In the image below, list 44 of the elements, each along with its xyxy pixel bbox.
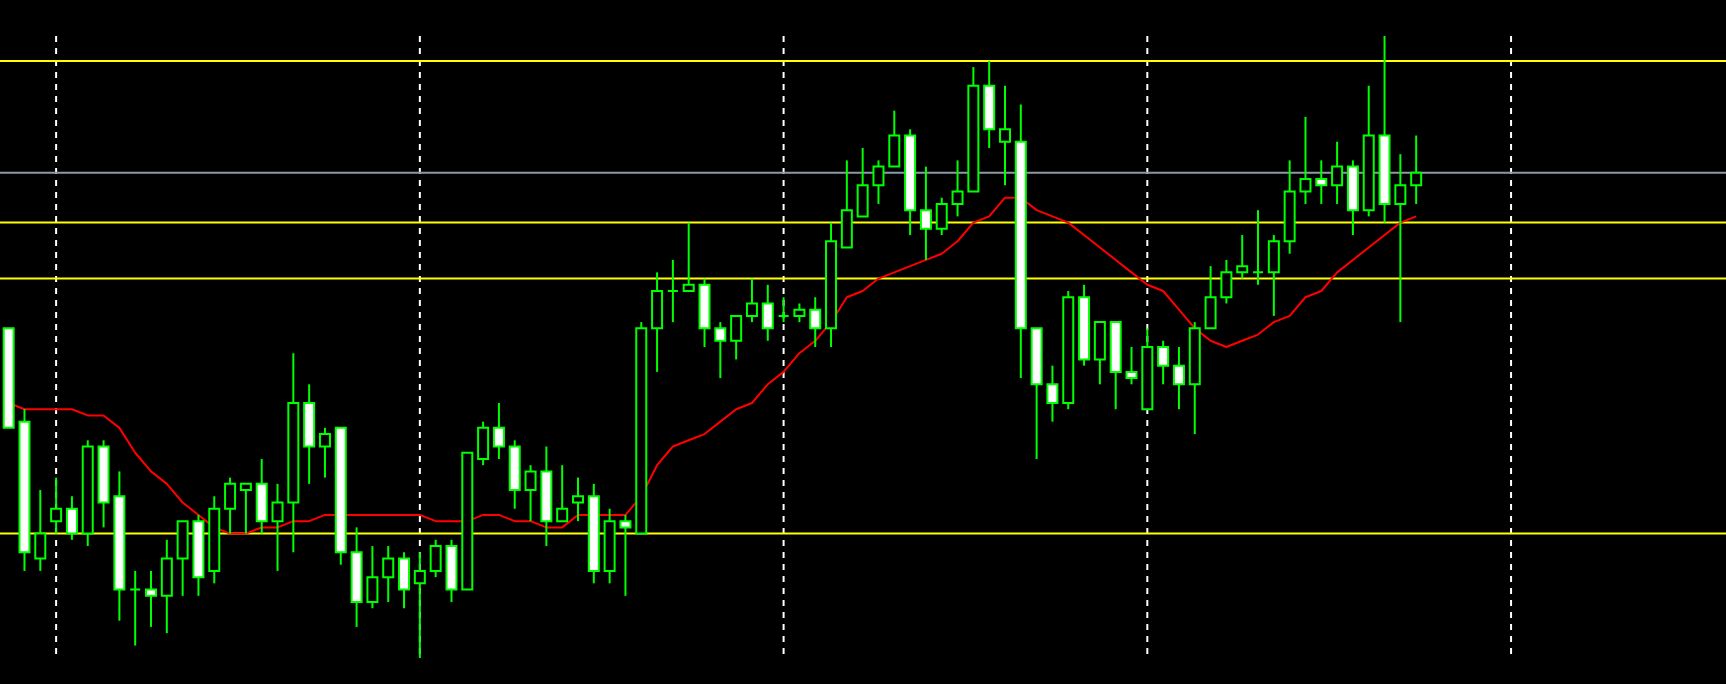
candlestick [1236, 234, 1249, 280]
candlestick [1157, 339, 1170, 386]
candlestick [1093, 321, 1106, 386]
candlestick [65, 495, 78, 541]
candlestick [34, 489, 47, 572]
candlestick [398, 551, 411, 610]
candlestick [382, 545, 395, 604]
candlestick [935, 196, 948, 237]
candlestick [682, 221, 695, 293]
candlestick [1252, 209, 1265, 286]
candlestick [224, 476, 237, 535]
candlestick [413, 551, 426, 658]
candlestick [145, 569, 157, 628]
candlestick [1410, 134, 1423, 205]
candlestick [666, 258, 679, 324]
candlestick [1315, 159, 1328, 205]
candlestick [761, 283, 774, 342]
candlestick [919, 165, 932, 261]
candlestick [508, 439, 521, 510]
candlestick [160, 538, 173, 635]
candlestick [809, 296, 822, 348]
candlestick [303, 383, 316, 485]
candlestick [572, 476, 584, 523]
candlestick [998, 84, 1011, 187]
candlestick [840, 159, 853, 249]
candlestick [255, 457, 268, 535]
candlestick [1267, 234, 1280, 317]
candlestick [745, 277, 758, 324]
candlestick [888, 109, 901, 168]
candlestick [1172, 346, 1185, 411]
candlestick [1331, 140, 1344, 205]
candlestick [50, 476, 63, 535]
candlestick [730, 314, 743, 361]
candlestick [239, 482, 252, 535]
candlestick [556, 464, 569, 523]
candlestick [777, 296, 790, 324]
candlestick [129, 569, 142, 647]
candlestick [983, 59, 996, 149]
candlestick [492, 401, 505, 460]
candlestick [651, 271, 664, 373]
candlestick [793, 302, 806, 324]
candlestick [318, 426, 331, 479]
candlestick [477, 420, 490, 467]
candlestick [1346, 159, 1359, 237]
